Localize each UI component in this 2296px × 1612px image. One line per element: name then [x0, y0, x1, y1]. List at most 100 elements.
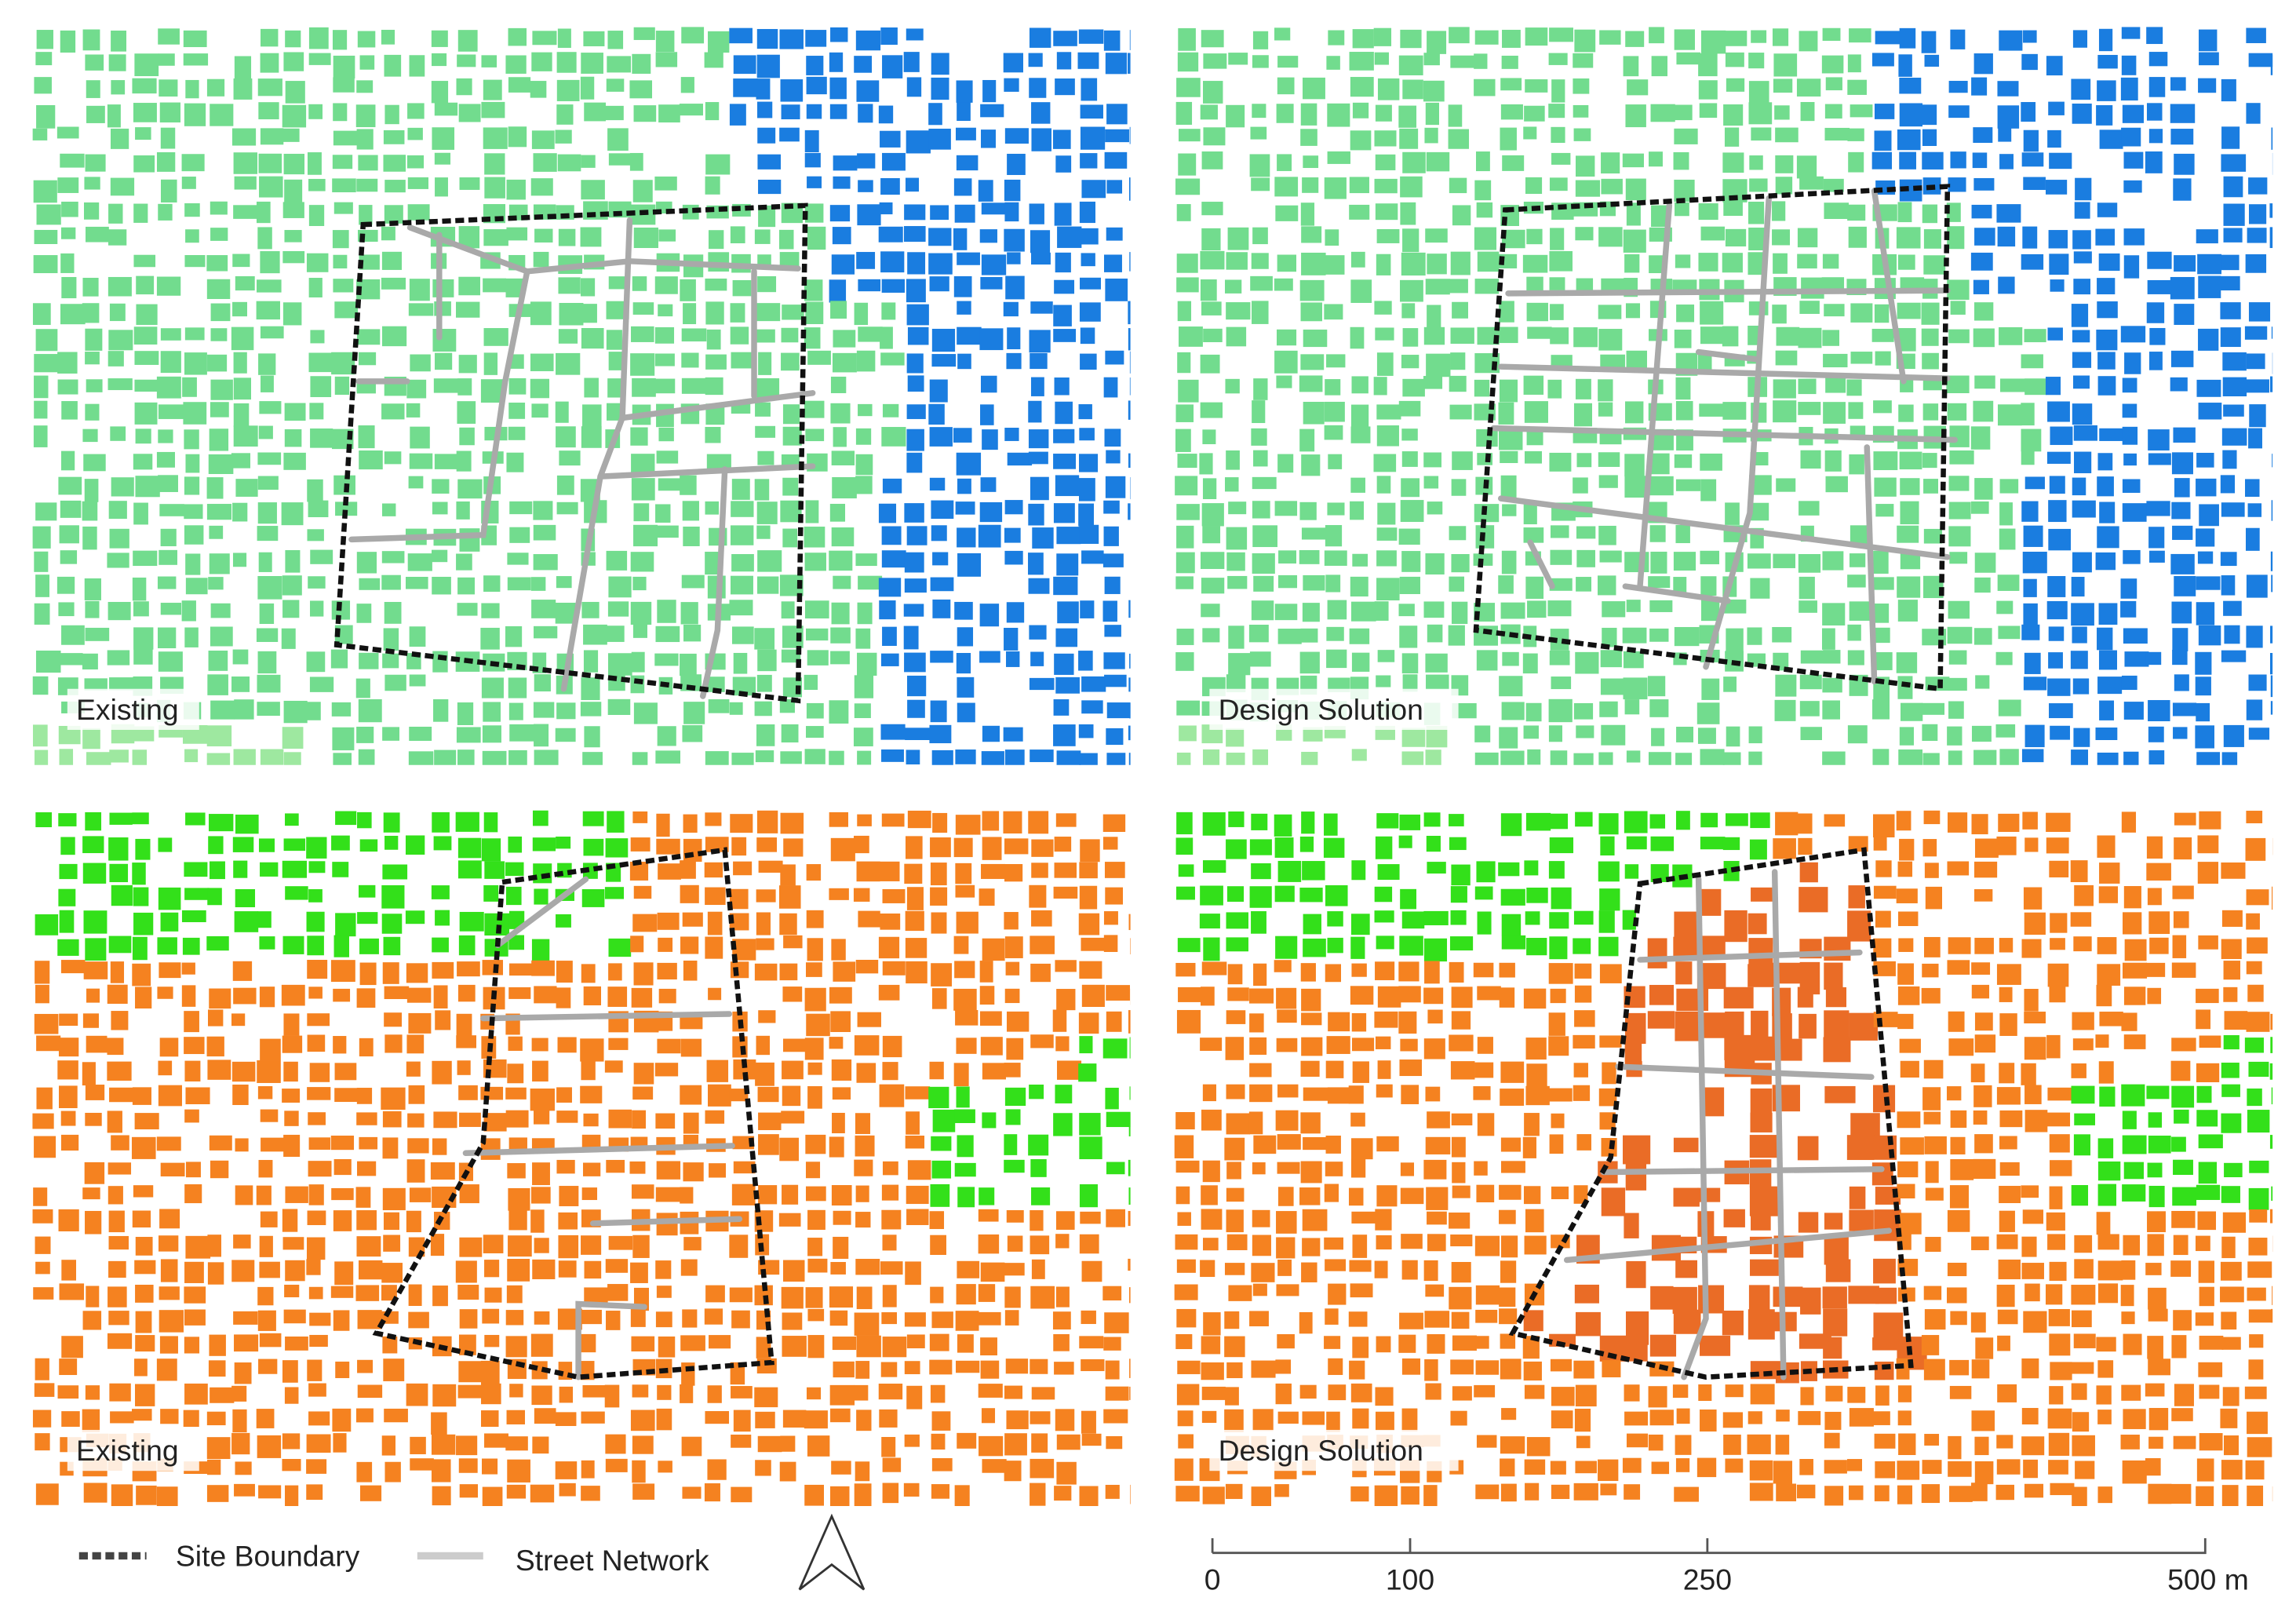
building [806, 702, 824, 719]
building [409, 279, 430, 301]
building [1673, 577, 1687, 595]
building [1006, 1410, 1029, 1430]
building [1398, 400, 1421, 417]
building [1450, 910, 1467, 925]
building [656, 1161, 681, 1180]
building [308, 576, 326, 589]
building [957, 1187, 975, 1208]
building [1998, 276, 2015, 294]
building [1923, 229, 1941, 249]
building [832, 352, 857, 373]
building [1525, 911, 1540, 925]
building [782, 305, 804, 320]
building [1079, 1113, 1101, 1136]
building [1872, 749, 1890, 765]
building [980, 404, 994, 425]
building [1999, 749, 2019, 765]
building [1946, 1086, 1962, 1101]
building [1947, 1209, 1970, 1232]
building [258, 1359, 278, 1374]
building [108, 1162, 132, 1175]
building [1800, 1287, 1821, 1315]
building [1550, 549, 1573, 565]
building [1328, 677, 1350, 692]
building [1449, 1034, 1474, 1052]
building [384, 180, 406, 193]
building [409, 453, 433, 469]
building [1525, 576, 1544, 600]
building [1899, 27, 1916, 49]
building [233, 403, 250, 427]
building [1055, 475, 1080, 497]
building [2174, 575, 2196, 596]
building [731, 1486, 753, 1503]
building [1999, 1186, 2021, 1204]
building [1601, 724, 1626, 746]
building [1749, 1483, 1773, 1501]
building [655, 504, 671, 523]
building [1500, 1161, 1525, 1173]
building [82, 429, 98, 443]
building [2146, 501, 2170, 516]
building [630, 601, 652, 625]
building [581, 180, 605, 200]
building [1523, 527, 1544, 543]
building [184, 476, 200, 495]
building [1573, 327, 1598, 348]
building [605, 625, 625, 642]
building [110, 1411, 134, 1424]
building [1626, 1260, 1646, 1289]
building [2048, 1308, 2070, 1326]
building [1351, 1211, 1376, 1224]
building [556, 352, 581, 375]
building [1998, 126, 2012, 142]
building [655, 1113, 676, 1129]
building [633, 885, 652, 899]
building [954, 1109, 975, 1124]
building [457, 860, 482, 879]
building [2198, 29, 2218, 52]
building [2072, 375, 2090, 389]
building [1423, 601, 1445, 618]
building [1006, 352, 1022, 370]
building [1053, 503, 1075, 523]
building [1078, 503, 1095, 527]
building [1949, 1359, 1970, 1376]
building [1325, 884, 1348, 906]
building [1031, 1259, 1045, 1279]
building [1748, 228, 1767, 251]
building [308, 987, 323, 999]
building [559, 302, 584, 326]
building [1725, 1384, 1744, 1398]
building [1748, 1309, 1775, 1340]
building [1922, 352, 1939, 370]
building [1599, 888, 1620, 911]
building [1200, 250, 1225, 270]
building [383, 812, 400, 833]
building [308, 178, 326, 191]
building [508, 77, 531, 93]
building [731, 1183, 756, 1205]
building [1299, 651, 1320, 674]
building [359, 938, 379, 954]
building [1201, 30, 1224, 48]
building [854, 56, 873, 73]
building [2270, 625, 2273, 644]
building [1847, 650, 1864, 666]
building [783, 935, 803, 949]
building [2021, 403, 2035, 426]
building [1722, 326, 1739, 347]
building [259, 936, 275, 950]
building [382, 1187, 406, 1211]
building [1375, 961, 1395, 980]
building [757, 576, 779, 594]
building [531, 1385, 552, 1406]
building [1822, 751, 1846, 765]
building [1547, 600, 1572, 617]
building [1995, 724, 2016, 738]
building [1775, 811, 1799, 836]
building [433, 836, 452, 851]
building [1202, 478, 1217, 499]
building [1032, 527, 1054, 549]
building [1004, 202, 1019, 222]
